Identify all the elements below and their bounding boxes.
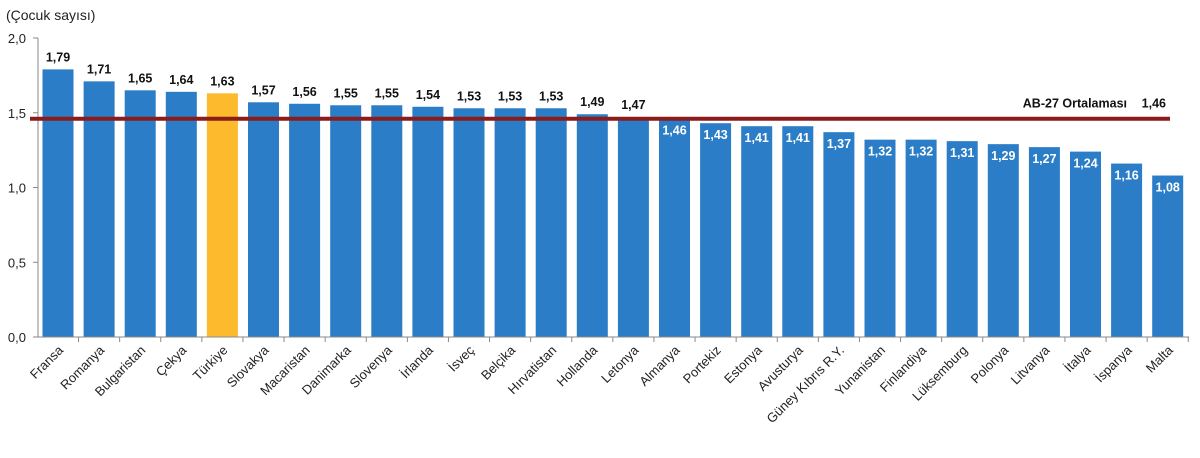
value-label: 1,47	[621, 98, 645, 112]
value-label: 1,53	[498, 89, 522, 103]
bar-7	[330, 105, 362, 338]
value-label: 1,53	[539, 89, 563, 103]
y-tick-label: 2,0	[8, 31, 26, 46]
value-label: 1,41	[745, 131, 769, 145]
bars: 1,79 1,71 1,65 1,64 1,63 1,57 1,56 1,55 1,55 1,54…	[42, 50, 1184, 338]
y-tick-label: 0,0	[8, 330, 26, 345]
value-label: 1,37	[827, 137, 851, 151]
bar-22	[946, 141, 978, 337]
bar-6	[289, 103, 321, 337]
value-label: 1,29	[991, 149, 1015, 163]
reference-line-group: AB-27 Ortalaması 1,46	[30, 97, 1170, 121]
bar-5	[248, 102, 279, 337]
bar-26	[1111, 163, 1143, 337]
x-tick-label: Hollanda	[554, 342, 601, 389]
bar-25	[1070, 151, 1101, 337]
y-tick-label: 0,5	[8, 255, 26, 270]
bar-13	[576, 114, 608, 338]
value-label: 1,56	[292, 85, 316, 99]
bar-24	[1028, 147, 1060, 337]
value-label: 1,46	[662, 124, 686, 138]
value-label: 1,41	[786, 131, 810, 145]
x-tick-label: İtalya	[1061, 342, 1094, 375]
value-label: 1,27	[1032, 152, 1056, 166]
bar-20	[864, 139, 896, 337]
x-tick-label: Belçika	[478, 342, 519, 383]
value-label: 1,16	[1114, 169, 1138, 183]
bar-19	[823, 132, 855, 337]
bar-27	[1152, 175, 1184, 337]
x-tick-label: Almanya	[636, 342, 683, 389]
x-tick-label: Türkiye	[190, 343, 231, 384]
x-tick-label: Çekya	[153, 342, 190, 379]
bar-11	[494, 108, 526, 337]
y-tick-label: 1,5	[8, 106, 26, 121]
value-label: 1,65	[128, 71, 152, 85]
bar-1	[83, 81, 115, 337]
x-tick-label: Malta	[1143, 342, 1177, 376]
x-tick-label: İsveç	[445, 342, 477, 374]
x-tick-label: İspanya	[1092, 342, 1135, 385]
value-label: 1,79	[46, 50, 70, 64]
bar-3	[165, 91, 197, 337]
x-tick-label: Litvanya	[1008, 342, 1053, 387]
value-label: 1,63	[210, 74, 234, 88]
ab27-average-value: 1,46	[1142, 97, 1166, 111]
bar-14	[617, 117, 649, 337]
y-axis-label: (Çocuk sayısı)	[6, 7, 95, 23]
value-label: 1,54	[416, 88, 440, 102]
value-label: 1,57	[251, 83, 275, 97]
value-label: 1,71	[87, 62, 111, 76]
value-label: 1,49	[580, 95, 604, 109]
value-label: 1,24	[1073, 157, 1097, 171]
value-label: 1,32	[909, 145, 933, 159]
value-label: 1,43	[703, 128, 727, 142]
bar-15	[659, 118, 690, 337]
ab27-average-label: AB-27 Ortalaması	[1023, 97, 1127, 111]
bar-16	[700, 123, 732, 337]
bar-8	[371, 105, 403, 338]
value-label: 1,64	[169, 73, 193, 87]
x-tick-label: Polonya	[968, 342, 1012, 386]
x-tick-label: Slovenya	[346, 342, 395, 391]
bar-18	[782, 126, 814, 337]
y-axis: 0,0 0,5 1,0 1,5 2,0	[8, 31, 39, 345]
bar-10	[453, 108, 485, 337]
value-label: 1,55	[375, 86, 399, 100]
bar-23	[987, 144, 1019, 337]
x-tick-label: Fransa	[27, 342, 67, 382]
value-label: 1,08	[1156, 181, 1180, 195]
x-tick-label: Portekiz	[680, 343, 724, 387]
x-tick-label: İrlanda	[397, 342, 436, 381]
y-tick-label: 1,0	[8, 181, 26, 196]
bar-17	[741, 126, 773, 337]
bar-4	[206, 93, 238, 337]
bar-12	[535, 108, 567, 337]
value-label: 1,53	[457, 89, 481, 103]
bar-9	[412, 106, 444, 338]
bar-21	[905, 139, 937, 337]
bar-0	[42, 69, 74, 338]
bar-2	[124, 90, 156, 337]
value-label: 1,32	[868, 145, 892, 159]
x-tick-label: Letonya	[598, 342, 642, 386]
value-label: 1,55	[334, 86, 358, 100]
value-label: 1,31	[950, 146, 974, 160]
